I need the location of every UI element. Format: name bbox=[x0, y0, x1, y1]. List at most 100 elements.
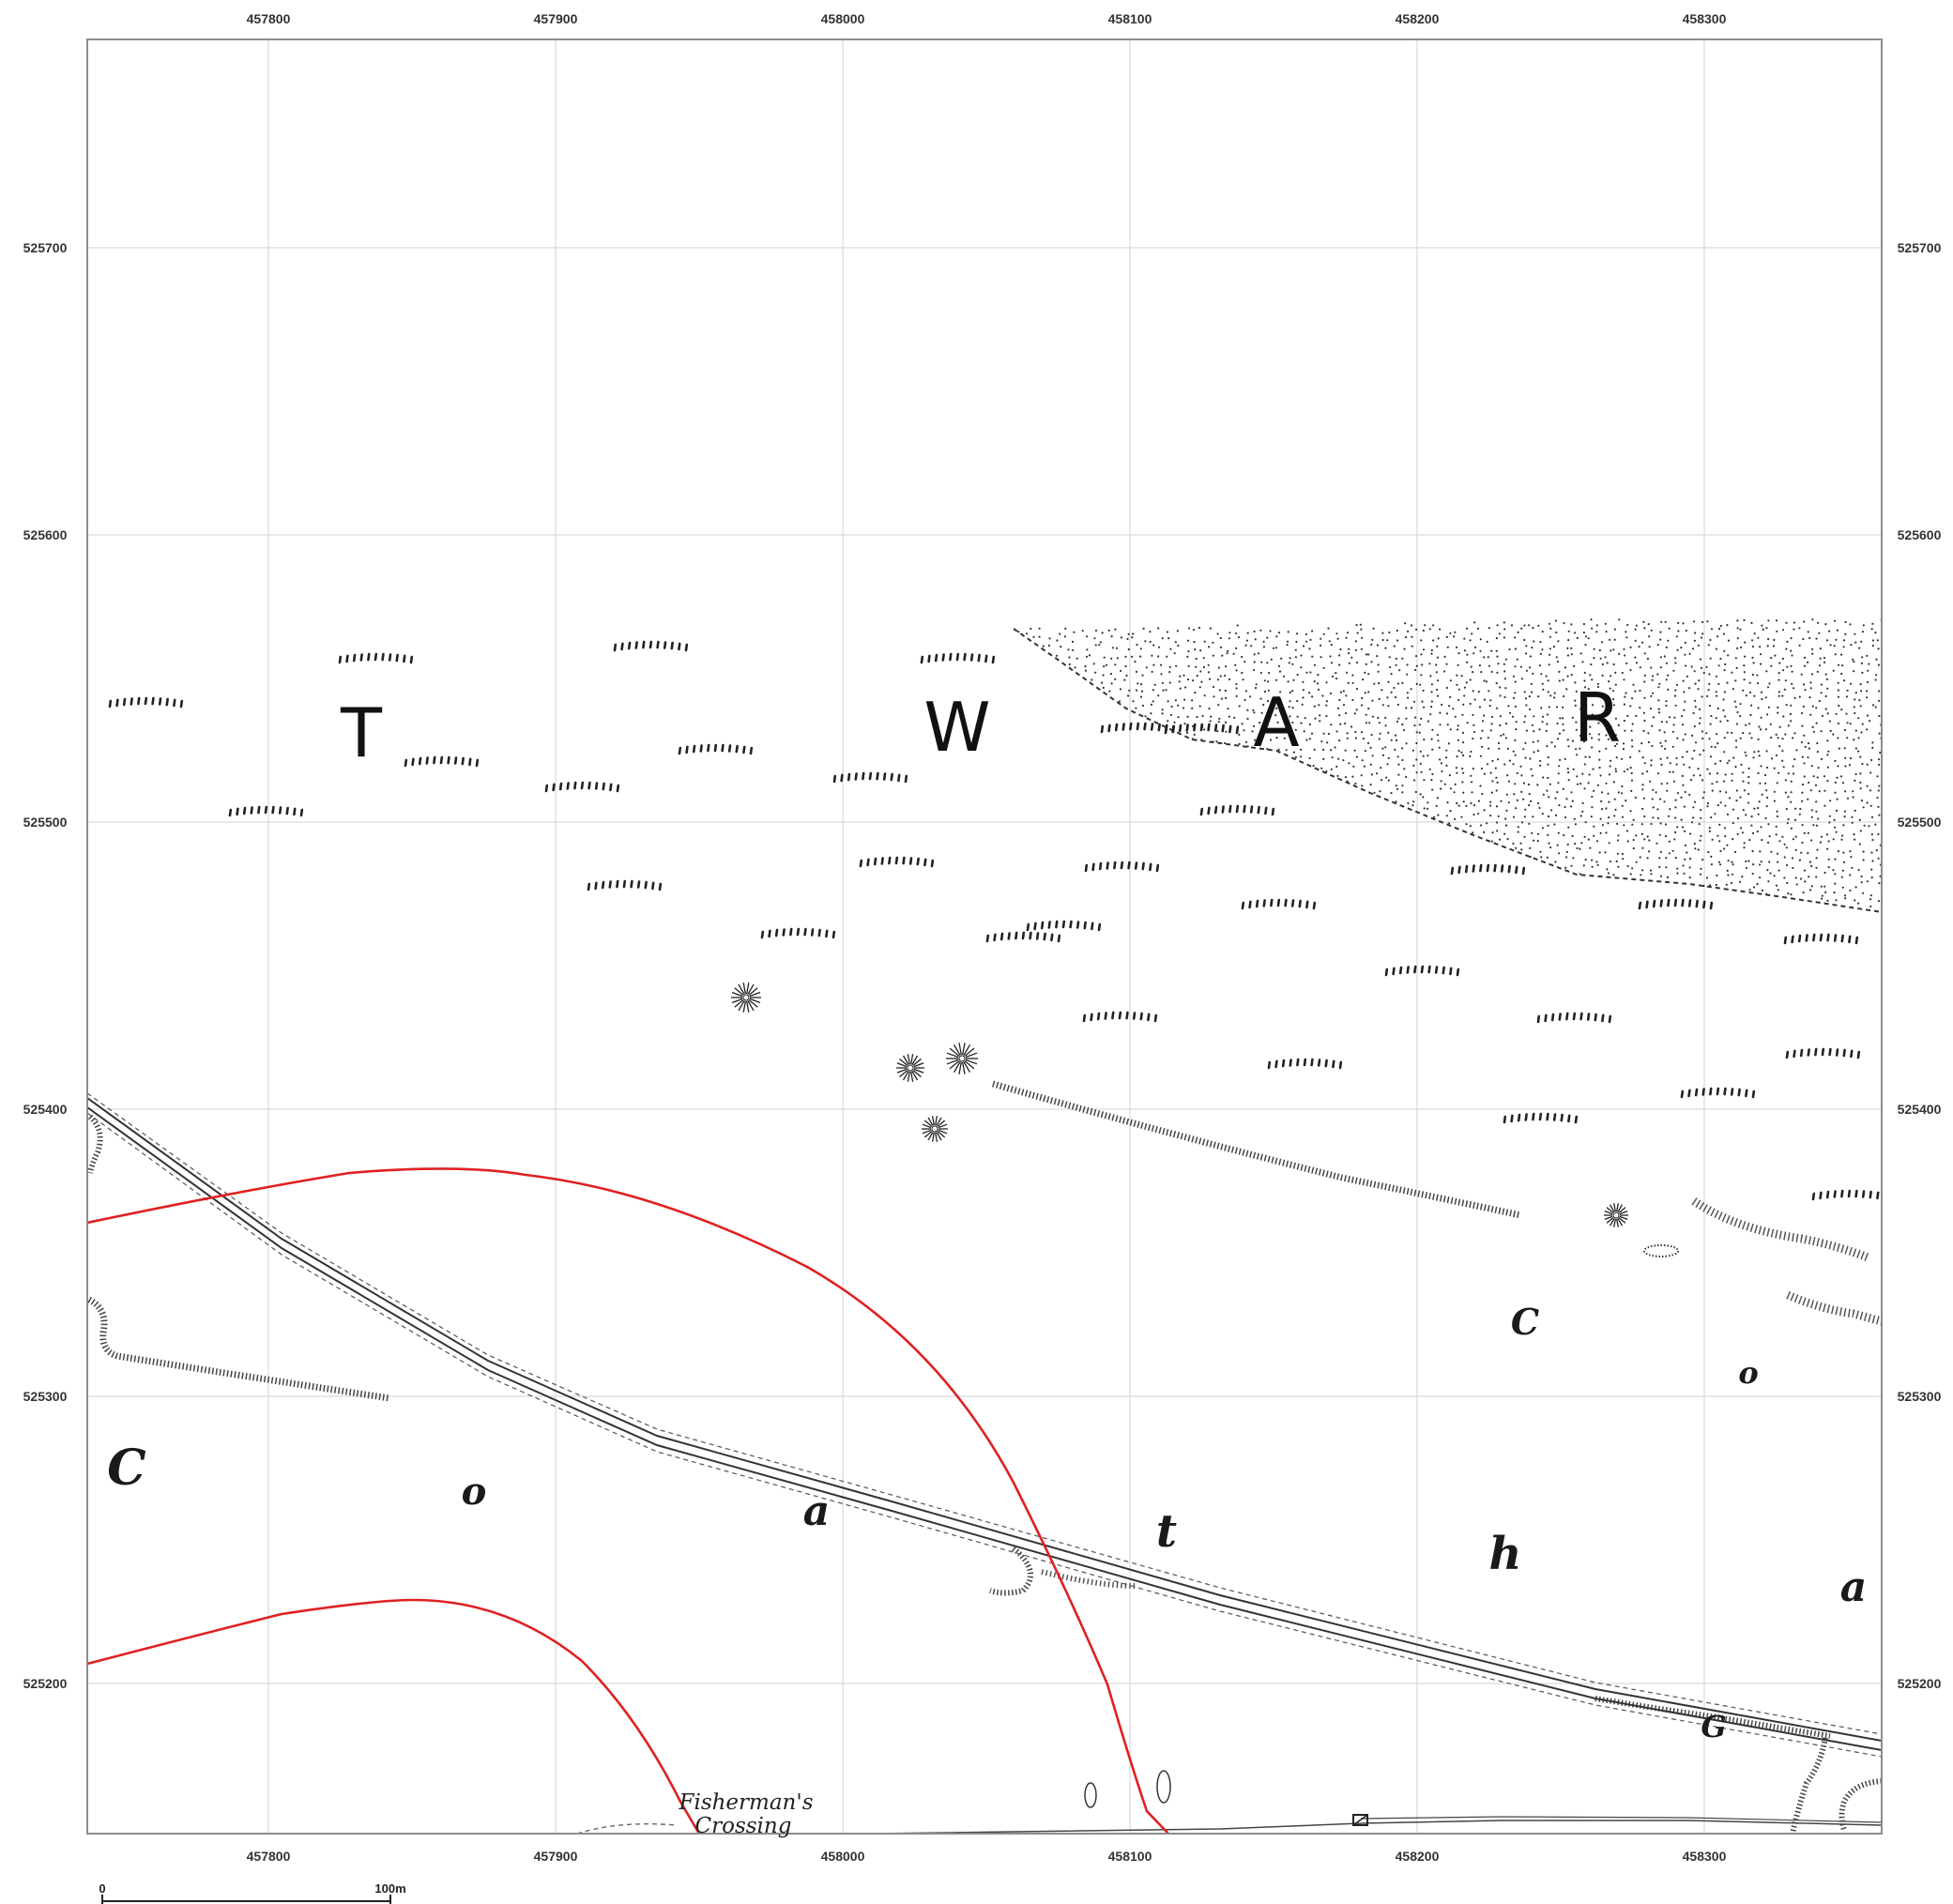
sand-dot bbox=[1790, 791, 1793, 794]
sand-dot bbox=[1550, 809, 1553, 812]
sand-dot bbox=[1530, 682, 1533, 685]
hachure-tick bbox=[608, 880, 612, 889]
sand-dot bbox=[1174, 699, 1177, 702]
sand-dot bbox=[1102, 674, 1105, 677]
sand-dot bbox=[1203, 640, 1206, 643]
tuft-center bbox=[1612, 1211, 1620, 1219]
sand-dot bbox=[1659, 656, 1662, 659]
sand-dot bbox=[1659, 757, 1662, 760]
sand-dot bbox=[1595, 840, 1599, 843]
sand-dot bbox=[1641, 807, 1644, 811]
sand-dot bbox=[1566, 843, 1569, 846]
sand-dot bbox=[1470, 665, 1472, 668]
sand-dot bbox=[1648, 850, 1651, 853]
sand-dot bbox=[1791, 670, 1793, 673]
sand-dot bbox=[1785, 621, 1788, 624]
sand-dot bbox=[1766, 645, 1769, 647]
hachure-tick bbox=[1338, 1060, 1343, 1070]
hachure-tick bbox=[1040, 921, 1045, 930]
sand-dot bbox=[1843, 679, 1846, 682]
sand-dot bbox=[1436, 645, 1439, 648]
hachure-tick bbox=[165, 697, 169, 707]
sand-dot bbox=[1773, 875, 1776, 877]
sand-dot bbox=[1618, 618, 1621, 621]
sand-dot bbox=[1808, 747, 1811, 750]
sand-dot bbox=[1701, 620, 1704, 624]
sand-dot bbox=[1714, 746, 1717, 749]
hachure-tick bbox=[1785, 1050, 1790, 1059]
sand-dot bbox=[1320, 656, 1322, 659]
sand-dot bbox=[1852, 796, 1854, 799]
sand-dot bbox=[1623, 720, 1625, 723]
sand-dot bbox=[1364, 692, 1366, 694]
sand-dot bbox=[1646, 657, 1649, 661]
sand-dot bbox=[1634, 796, 1637, 800]
sand-dot bbox=[1406, 673, 1409, 676]
sand-dot bbox=[1818, 632, 1821, 634]
sand-dot bbox=[1707, 644, 1710, 647]
sand-dot bbox=[1808, 861, 1812, 863]
hachure-tick bbox=[1869, 1190, 1872, 1199]
hachure-tick bbox=[1143, 722, 1147, 731]
tuft-stroke bbox=[953, 1043, 961, 1056]
sand-dot bbox=[1790, 637, 1793, 640]
sand-dot bbox=[1643, 838, 1646, 841]
sand-dot bbox=[1308, 647, 1311, 650]
sand-dot bbox=[1854, 779, 1856, 783]
sand-dot bbox=[1598, 758, 1601, 761]
sand-dot bbox=[1875, 674, 1878, 677]
sand-dot bbox=[1624, 695, 1626, 698]
tuft-stroke bbox=[896, 1062, 908, 1068]
sand-dot bbox=[1413, 716, 1417, 719]
sand-dot bbox=[1808, 781, 1810, 784]
sand-dot bbox=[1677, 621, 1680, 625]
embankment-ridge-left bbox=[87, 1296, 390, 1402]
sand-dot bbox=[1834, 882, 1837, 885]
sand-dot bbox=[1540, 707, 1543, 709]
hachure-tick bbox=[1687, 899, 1692, 907]
sand-dot bbox=[1017, 631, 1020, 633]
sand-dot bbox=[1558, 679, 1561, 682]
sand-dot bbox=[1638, 750, 1640, 753]
sand-dot bbox=[1355, 688, 1359, 691]
sand-dot bbox=[1308, 756, 1311, 760]
sand-dot bbox=[1224, 674, 1227, 678]
sand-dot bbox=[1449, 728, 1452, 731]
sand-dot bbox=[1393, 645, 1396, 647]
sand-dot bbox=[1277, 632, 1281, 634]
map-frame bbox=[86, 38, 1883, 1835]
sand-dot bbox=[1545, 675, 1548, 678]
sand-dot bbox=[1800, 740, 1803, 744]
sand-dot bbox=[1778, 694, 1780, 697]
sand-dot bbox=[1840, 876, 1843, 878]
sand-dot bbox=[1532, 627, 1534, 630]
sand-dot bbox=[1759, 863, 1762, 866]
sand-dot bbox=[1139, 695, 1143, 698]
sand-dot bbox=[1641, 641, 1644, 644]
sand-dot bbox=[1381, 754, 1384, 757]
sand-dot bbox=[1747, 860, 1750, 862]
sand-dot bbox=[1775, 825, 1778, 829]
sand-dot bbox=[1793, 758, 1796, 761]
hachure-tick bbox=[1141, 861, 1145, 871]
sand-dot bbox=[1557, 738, 1560, 740]
sand-dot bbox=[1876, 775, 1879, 778]
sand-dot bbox=[1531, 691, 1533, 693]
sand-dot bbox=[1412, 800, 1415, 803]
sand-dot bbox=[1674, 816, 1677, 819]
sand-dot bbox=[1667, 674, 1670, 677]
sand-dot bbox=[1811, 705, 1814, 708]
sand-dot bbox=[1745, 866, 1748, 870]
sand-dot bbox=[1465, 804, 1468, 808]
sand-dot bbox=[1110, 682, 1113, 685]
sand-dot bbox=[1532, 672, 1534, 676]
sand-dot bbox=[1751, 849, 1754, 853]
sand-dot bbox=[1802, 683, 1806, 686]
sand-dot bbox=[1790, 827, 1793, 830]
sand-dot bbox=[1710, 628, 1714, 631]
sand-dot bbox=[1756, 830, 1759, 833]
sand-dot bbox=[1600, 791, 1604, 794]
hachure-tick bbox=[1021, 931, 1026, 940]
sand-dot bbox=[1355, 662, 1359, 664]
